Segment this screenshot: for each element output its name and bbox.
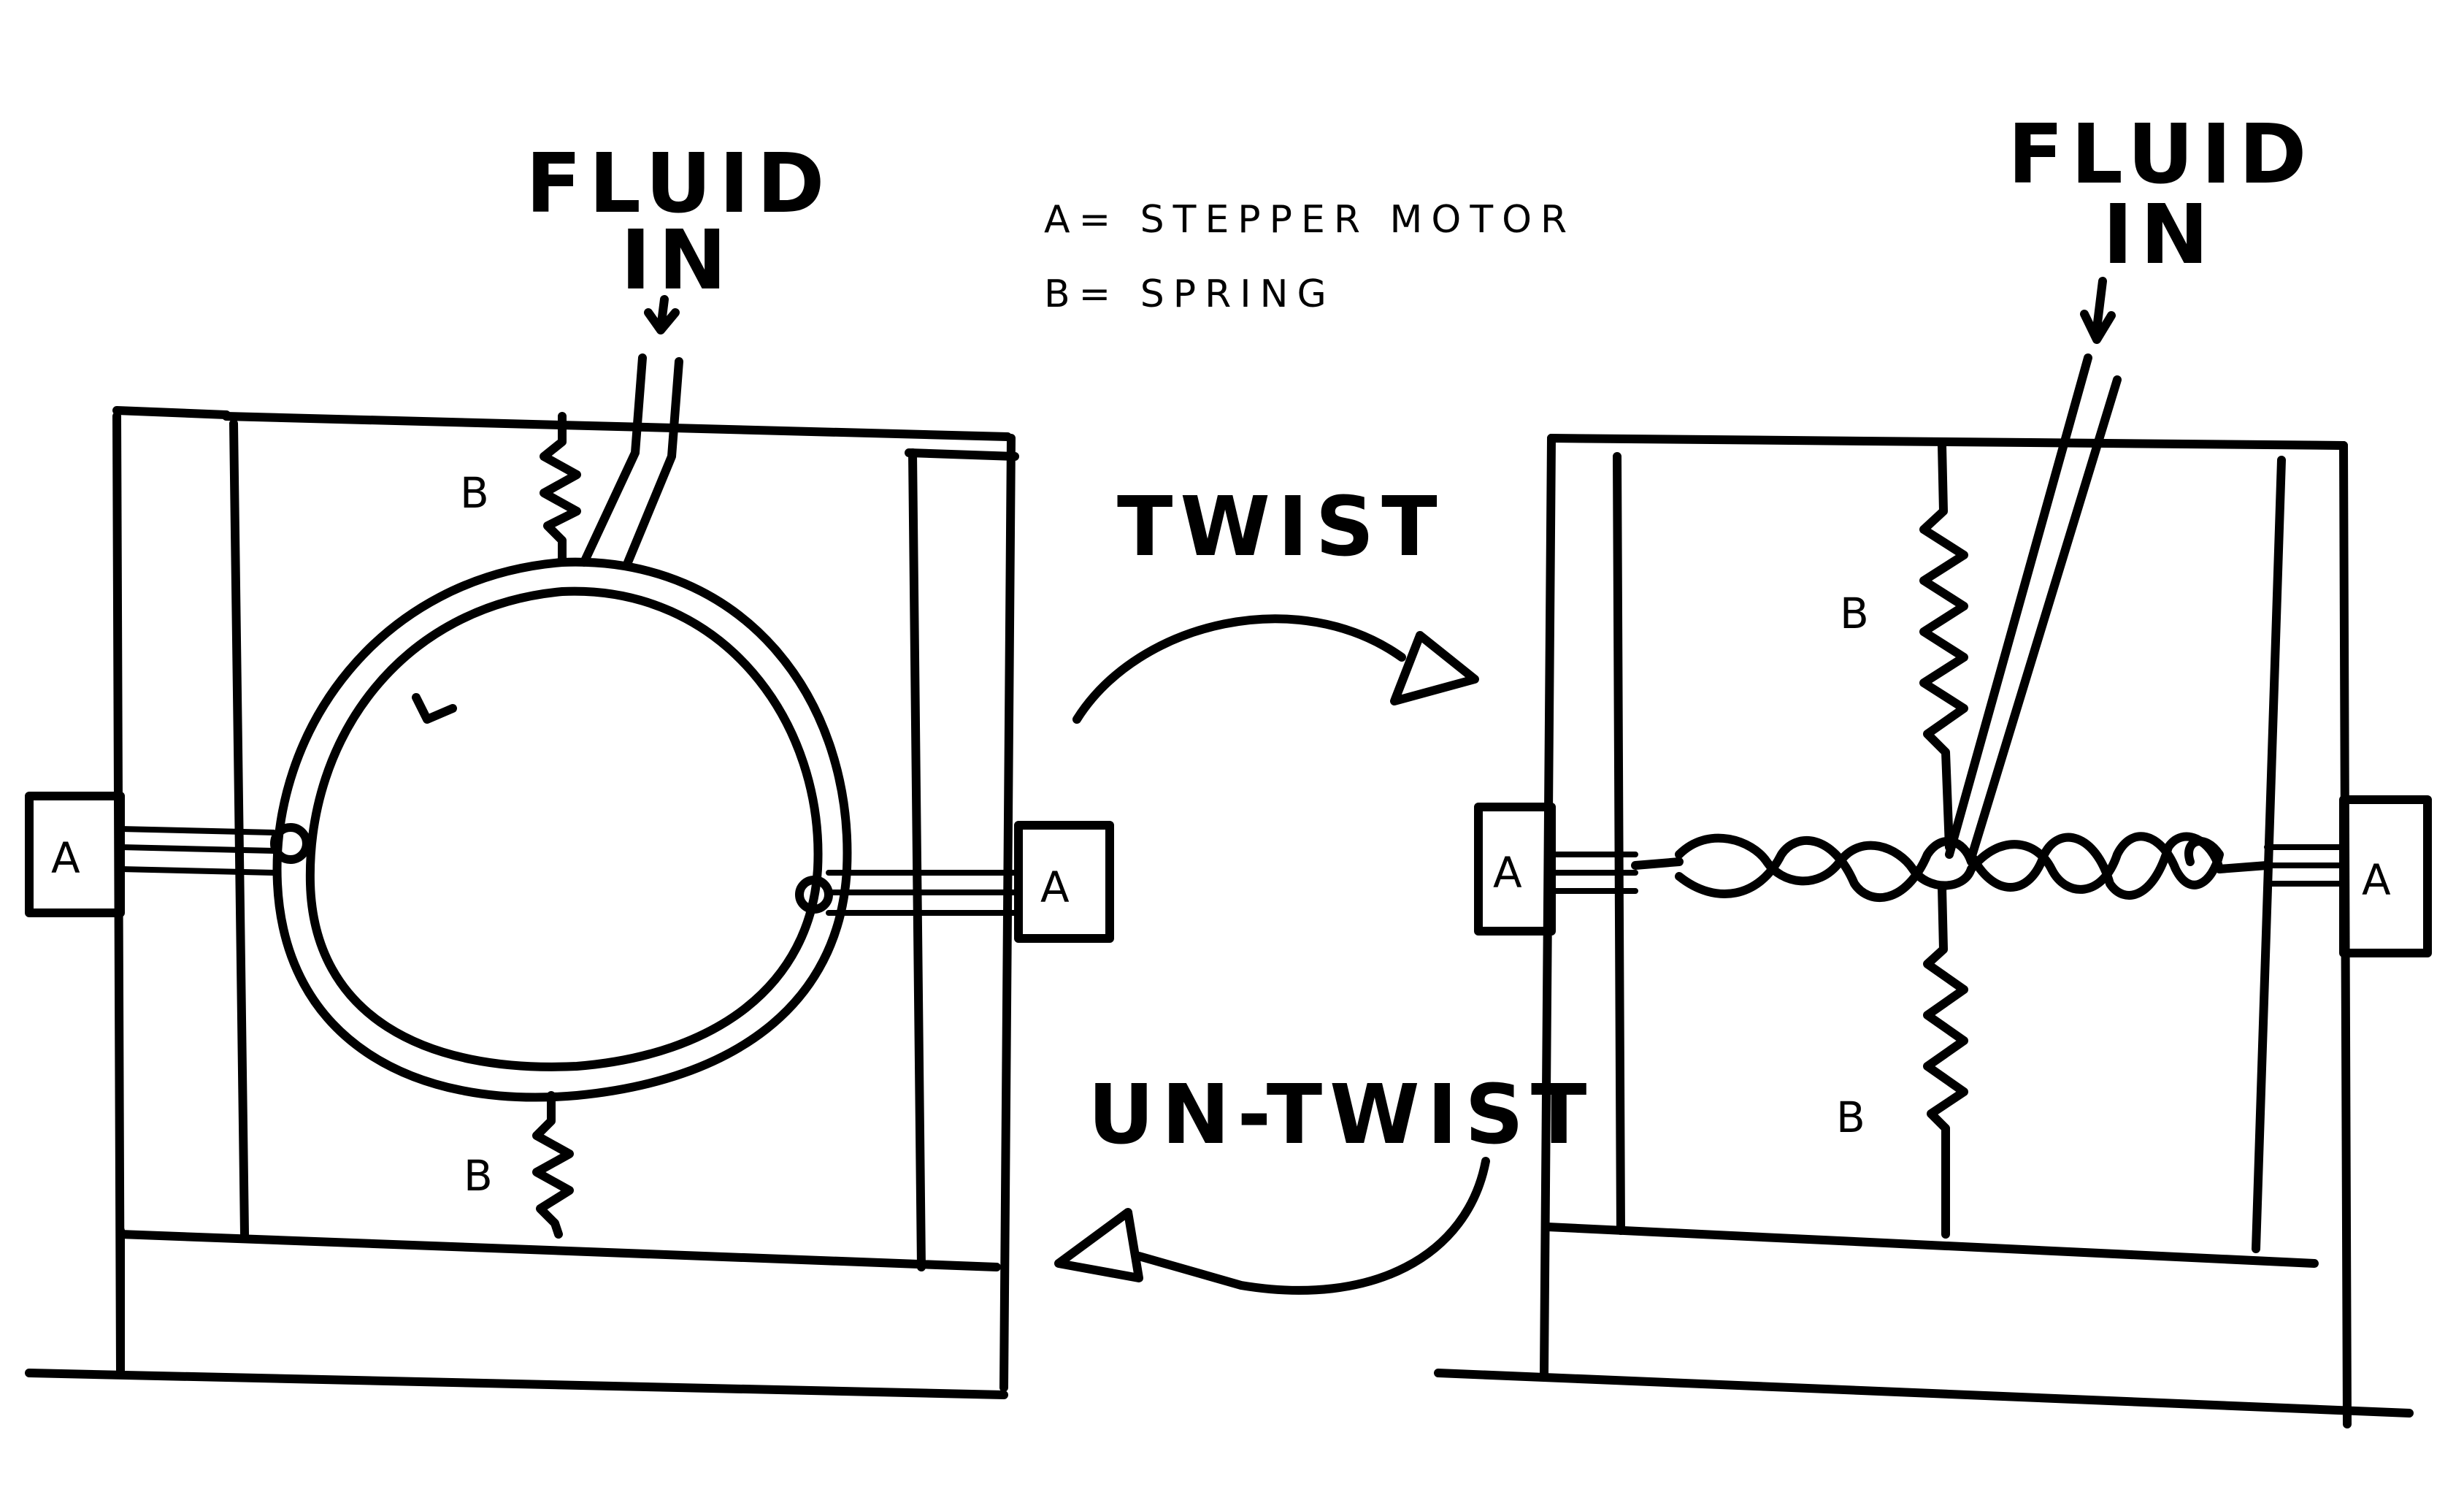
left-ring-pivot-right [795,876,833,914]
left-spring-bottom-label: B [464,1151,493,1201]
left-frame-top-left [112,406,231,419]
left-tube-ring-inner [305,586,823,1071]
right-fluid-tube-a [1945,353,2092,859]
right-tie-right [2215,861,2271,873]
left-inner-post-right [908,448,926,1271]
twist-label: TWIST [1117,480,1445,575]
right-spring-top-label: B [1840,589,1869,638]
left-fluid-label: FLUID [526,137,832,232]
untwist-arrowhead [1054,1208,1143,1282]
right-twisted-tube-left-b [1675,835,1976,903]
twist-arrow [1072,614,1406,724]
right-fluid-label: FLUID [2008,107,2314,202]
right-fluid-arrow [2092,277,2107,333]
right-ground [1434,1369,2414,1418]
left-flow-direction-icon [412,693,457,724]
legend-spring: B= SPRING [1044,272,1335,316]
left-spring-bottom [532,1091,574,1239]
left-frame-top [222,412,1012,441]
left-tube-ring-outer [272,557,852,1102]
right-motor-a-right [2339,795,2432,957]
left-spring-top-label: B [460,468,489,518]
left-base-top [116,1230,1001,1271]
left-ring-pivot-left [270,823,311,864]
left-frame-top-right [905,448,1019,461]
left-motor-a-right [1014,821,1114,943]
left-motor-a-right-label: A [1040,862,1070,912]
right-twisted-tube-right-b [1967,832,2224,900]
right-spring-bottom-label: B [1836,1093,1865,1142]
right-motor-a-left-label: A [1493,848,1522,898]
twist-arrowhead [1390,631,1479,705]
right-panel: FLUID IN A A B B [1434,107,2432,1428]
right-shaft-right [2264,844,2346,887]
right-motor-a-right-label: A [2362,855,2391,905]
right-base-top [1543,1223,2319,1268]
left-fluid-tube-b [623,357,683,567]
left-spring-top [540,412,581,567]
left-fluid-tube-a [580,353,647,567]
right-fluid-arrowhead [2080,310,2116,344]
right-tie-left [1631,857,1684,870]
right-motor-a-left [1474,803,1556,936]
left-motor-a-left-label: A [51,833,80,883]
right-inner-post-right [2252,456,2286,1253]
right-shaft-left [1548,852,1638,894]
right-in-label: IN [2103,188,2216,283]
legend-stepper-motor: A= STEPPER MOTOR [1044,198,1575,242]
right-twisted-tube-right-a [1967,832,2224,894]
transition-arrows: TWIST UN-TWIST [1054,480,1594,1295]
left-shaft-left [118,826,277,876]
right-spring-bottom [1923,883,1968,1239]
right-spring-top [1919,441,1968,852]
left-fluid-arrowhead [644,308,680,334]
right-fluid-tube-b [1967,375,2122,862]
left-in-label: IN [621,213,734,308]
left-motor-a-left [25,792,125,917]
left-shaft-right [826,870,1021,916]
left-panel: FLUID IN A A B B [25,137,1114,1399]
right-frame-top [1547,434,2348,450]
legend: A= STEPPER MOTOR B= SPRING [1044,198,1575,316]
right-inner-post-left [1613,452,1625,1235]
untwist-arrow [1135,1157,1490,1295]
left-ground [25,1369,1008,1399]
untwist-label: UN-TWIST [1088,1068,1594,1163]
